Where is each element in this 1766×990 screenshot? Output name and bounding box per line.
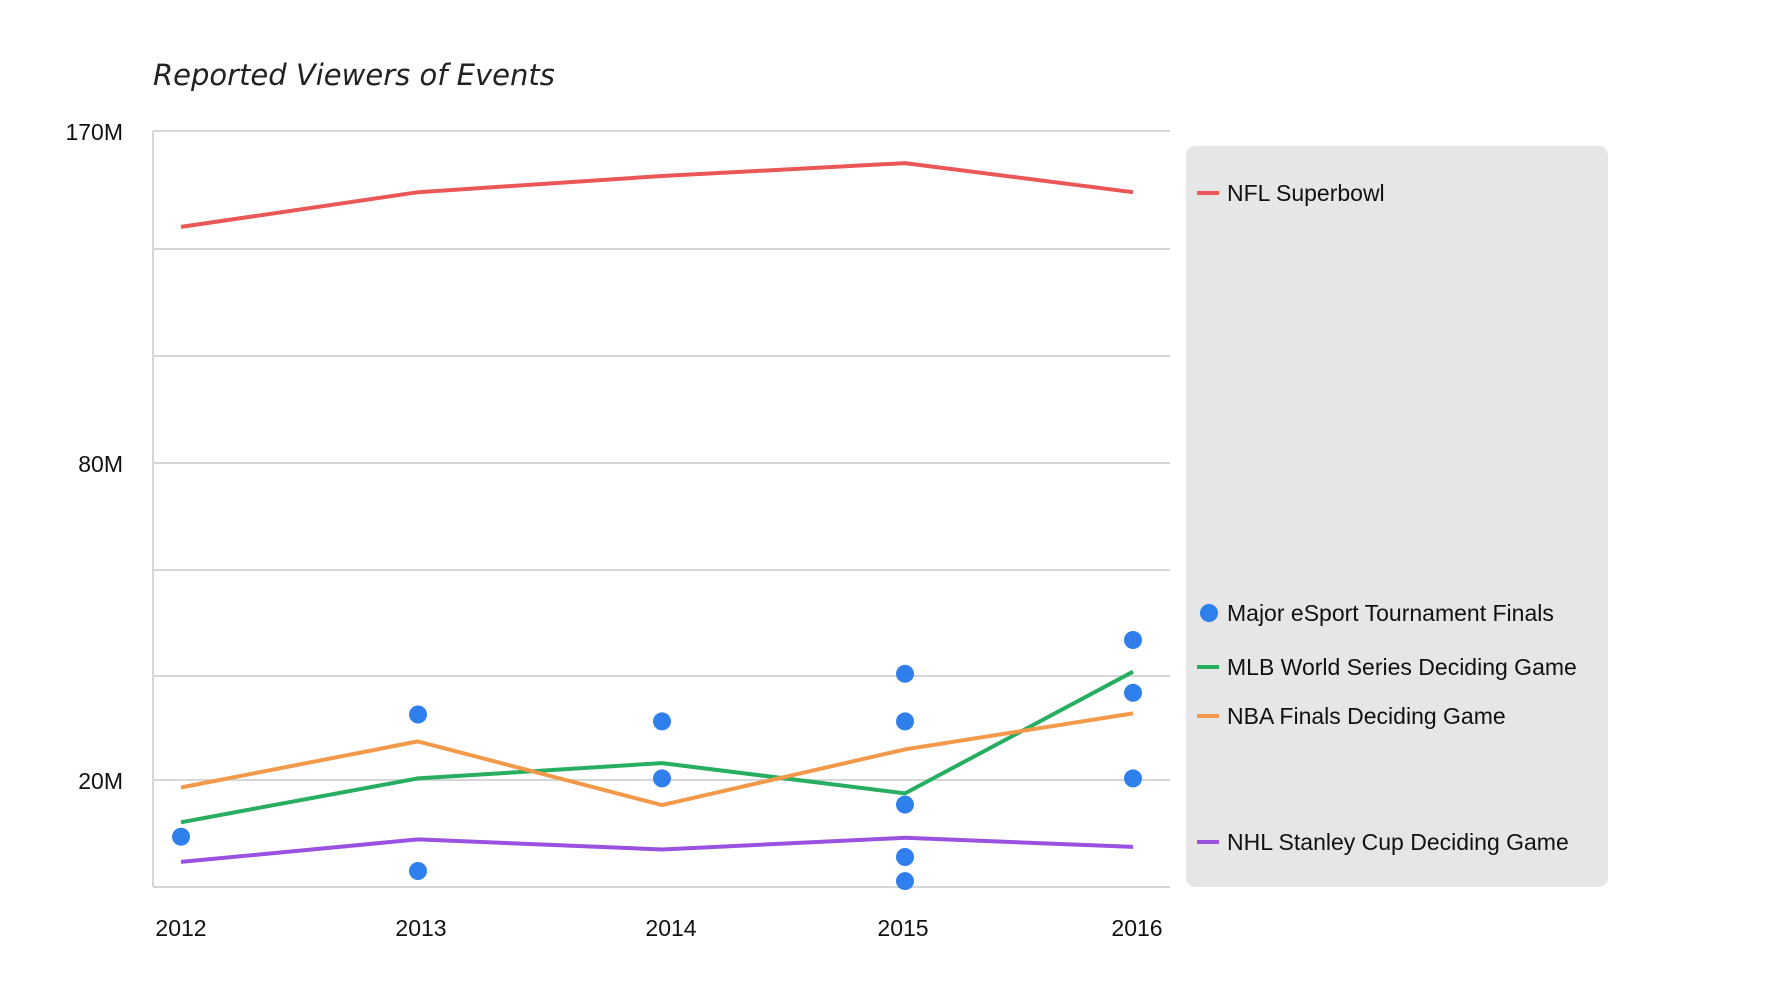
gridlines xyxy=(152,130,1170,888)
scatter-point xyxy=(409,862,427,880)
series-line xyxy=(180,161,1134,229)
series-line xyxy=(180,669,1134,825)
scatter-point xyxy=(1124,631,1142,649)
x-tick-label: 2012 xyxy=(155,915,206,941)
x-axis-ticks: 2012 2013 2014 2015 2016 xyxy=(155,915,1162,941)
legend-background xyxy=(1186,146,1608,887)
legend-label: NHL Stanley Cup Deciding Game xyxy=(1227,829,1569,855)
y-tick-label: 170M xyxy=(65,119,123,145)
legend-item: NBA Finals Deciding Game xyxy=(1197,703,1506,729)
scatter-point xyxy=(653,769,671,788)
scatter-point xyxy=(896,664,914,683)
scatter-point xyxy=(896,848,914,866)
x-tick-label: 2013 xyxy=(395,915,446,941)
legend-label: MLB World Series Deciding Game xyxy=(1227,654,1577,680)
legend-item: NFL Superbowl xyxy=(1197,180,1385,206)
series-line xyxy=(180,835,1134,864)
x-tick-label: 2015 xyxy=(877,915,928,941)
legend-item: NHL Stanley Cup Deciding Game xyxy=(1197,829,1569,855)
scatter-point xyxy=(653,712,671,731)
scatter-point xyxy=(896,872,914,891)
legend-label: NFL Superbowl xyxy=(1227,180,1385,206)
plot-series xyxy=(172,161,1142,891)
x-tick-label: 2016 xyxy=(1111,915,1162,941)
y-axis-ticks: 170M 80M 20M xyxy=(65,119,123,794)
chart-title: Reported Viewers of Events xyxy=(153,58,555,92)
scatter-point xyxy=(172,827,190,846)
scatter-point xyxy=(896,712,914,731)
legend-dot-marker-icon xyxy=(1200,604,1218,622)
legend-item: MLB World Series Deciding Game xyxy=(1197,654,1577,680)
legend-label: NBA Finals Deciding Game xyxy=(1227,703,1506,729)
scatter-point xyxy=(1124,683,1142,702)
scatter-point xyxy=(409,705,427,724)
y-tick-label: 80M xyxy=(78,451,123,477)
legend-label: Major eSport Tournament Finals xyxy=(1227,600,1554,626)
scatter-point xyxy=(1124,769,1142,788)
scatter-point xyxy=(896,795,914,814)
legend: NFL Superbowl Major eSport Tournament Fin… xyxy=(1186,146,1608,887)
y-tick-label: 20M xyxy=(78,768,123,794)
x-tick-label: 2014 xyxy=(645,915,696,941)
legend-item: Major eSport Tournament Finals xyxy=(1200,600,1554,626)
